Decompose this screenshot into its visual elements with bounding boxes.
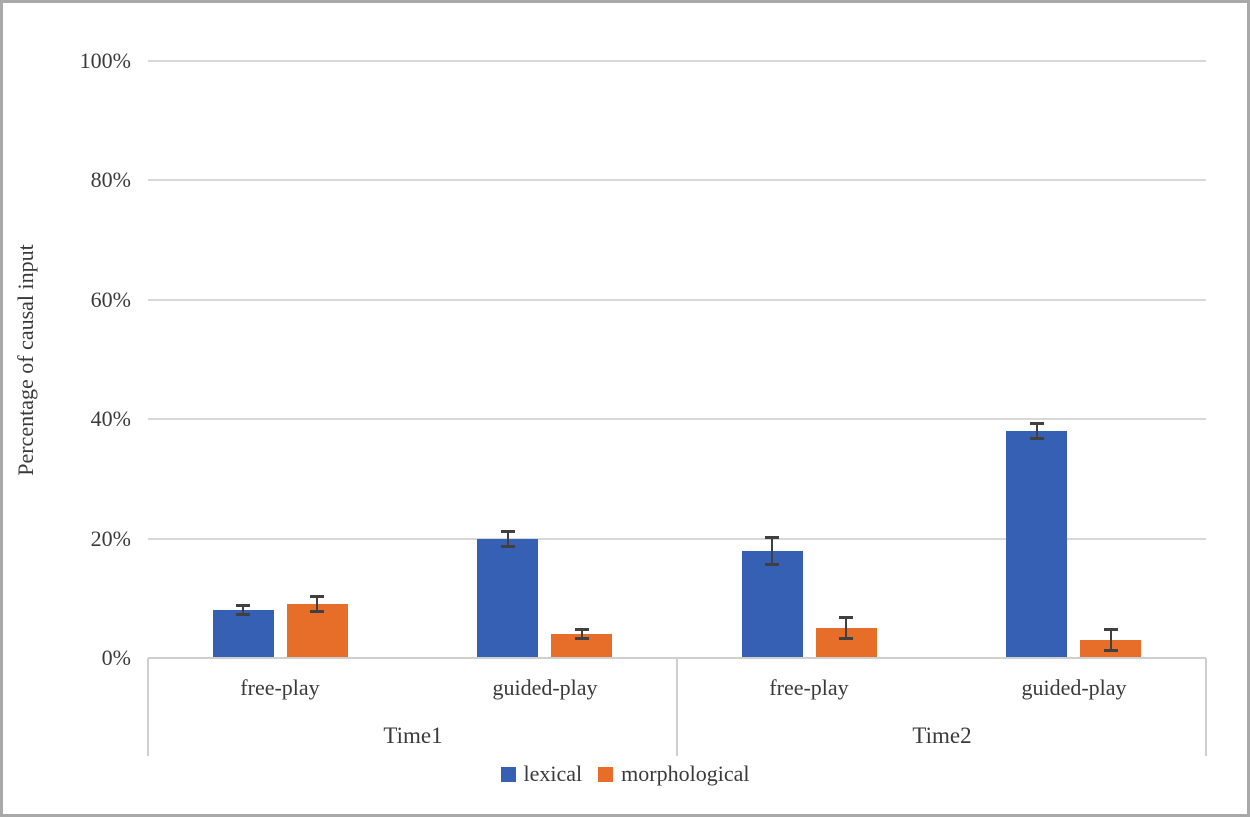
bar-lexical xyxy=(213,610,274,658)
error-bar-lexical xyxy=(236,604,250,616)
error-bar-cap-bottom xyxy=(310,610,324,613)
legend-label: lexical xyxy=(523,761,583,786)
error-bar-cap-top xyxy=(310,595,324,598)
category-label: free-play xyxy=(240,675,320,700)
error-bar-cap-top xyxy=(1104,628,1118,631)
gridline xyxy=(148,299,1206,301)
y-tick-label: 80% xyxy=(90,167,131,192)
axis-box-divider xyxy=(1205,658,1207,756)
gridline xyxy=(148,179,1206,181)
bar-lexical xyxy=(742,551,803,658)
gridline xyxy=(148,60,1206,62)
axis-box-divider xyxy=(147,658,149,756)
error-bar-line xyxy=(581,628,583,640)
error-bar-cap-bottom xyxy=(1030,437,1044,440)
legend: lexical morphological xyxy=(3,758,1247,790)
group-label: Time2 xyxy=(912,723,972,748)
error-bar-line xyxy=(242,604,244,616)
error-bar-cap-top xyxy=(575,628,589,631)
y-axis-title: Percentage of causal input xyxy=(13,244,38,476)
error-bar-line xyxy=(507,530,509,548)
error-bar-morphological xyxy=(310,595,324,613)
error-bar-cap-top xyxy=(1030,422,1044,425)
error-bar-line xyxy=(1036,422,1038,440)
y-tick-label: 60% xyxy=(90,287,131,312)
error-bar-cap-top xyxy=(839,616,853,619)
gridline xyxy=(148,538,1206,540)
category-label: free-play xyxy=(769,675,849,700)
error-bar-morphological xyxy=(575,628,589,640)
error-bar-cap-top xyxy=(236,604,250,607)
y-tick-label: 40% xyxy=(90,406,131,431)
bar-morphological xyxy=(287,604,348,658)
legend-swatch-lexical xyxy=(500,766,516,782)
error-bar-cap-bottom xyxy=(839,637,853,640)
error-bar-lexical xyxy=(1030,422,1044,440)
error-bar-line xyxy=(845,616,847,640)
error-bar-lexical xyxy=(765,536,779,566)
group-label: Time1 xyxy=(383,723,443,748)
bar-lexical xyxy=(477,539,538,658)
legend-item-morphological: morphological xyxy=(598,761,749,787)
legend-swatch-morphological xyxy=(598,766,614,782)
error-bar-morphological xyxy=(1104,628,1118,652)
error-bar-morphological xyxy=(839,616,853,640)
legend-label: morphological xyxy=(621,761,750,786)
error-bar-line xyxy=(771,536,773,566)
error-bar-cap-bottom xyxy=(575,637,589,640)
error-bar-line xyxy=(316,595,318,613)
error-bar-cap-top xyxy=(501,530,515,533)
y-tick-label: 100% xyxy=(79,48,131,73)
category-label: guided-play xyxy=(1021,675,1127,700)
error-bar-cap-bottom xyxy=(765,563,779,566)
legend-item-lexical: lexical xyxy=(500,761,583,787)
error-bar-cap-bottom xyxy=(236,613,250,616)
error-bar-line xyxy=(1110,628,1112,652)
error-bar-cap-top xyxy=(765,536,779,539)
error-bar-cap-bottom xyxy=(501,545,515,548)
error-bar-lexical xyxy=(501,530,515,548)
axis-box-divider xyxy=(676,658,678,756)
y-tick-label: 20% xyxy=(90,526,131,551)
bar-lexical xyxy=(1006,431,1067,658)
gridline xyxy=(148,418,1206,420)
y-tick-label: 0% xyxy=(101,645,131,670)
category-label: guided-play xyxy=(492,675,598,700)
error-bar-cap-bottom xyxy=(1104,649,1118,652)
